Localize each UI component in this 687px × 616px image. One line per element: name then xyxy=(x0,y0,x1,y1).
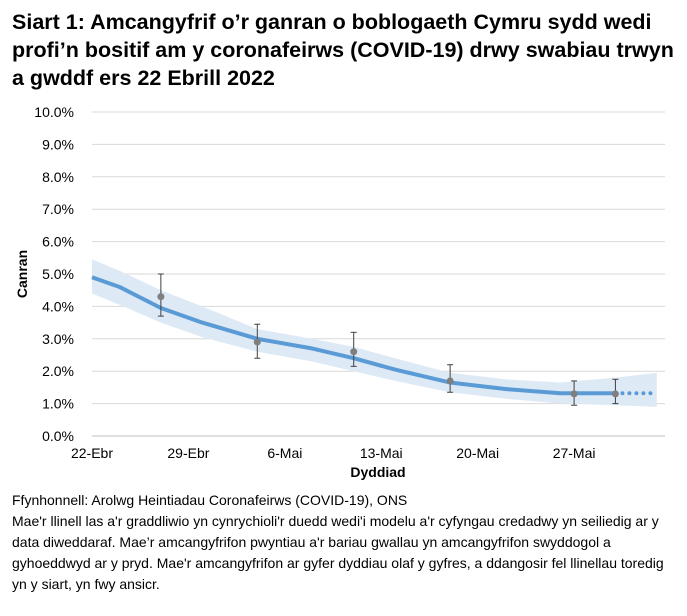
data-point xyxy=(350,348,358,356)
y-tick-label: 5.0% xyxy=(42,266,74,282)
modelled-trend-line xyxy=(91,275,616,396)
x-tick-label: 29-Ebr xyxy=(167,445,209,461)
x-tick-label: 22-Ebr xyxy=(71,445,113,461)
chart-notes: Ffynhonnell: Arolwg Heintiadau Coronafei… xyxy=(12,490,682,595)
chart-title: Siart 1: Amcangyfrif o’r ganran o boblog… xyxy=(12,10,674,90)
y-tick-label: 2.0% xyxy=(42,363,74,379)
y-tick-label: 8.0% xyxy=(42,169,74,185)
y-tick-label: 7.0% xyxy=(42,201,74,217)
source-note: Ffynhonnell: Arolwg Heintiadau Coronafei… xyxy=(12,492,408,508)
y-tick-label: 6.0% xyxy=(42,234,74,250)
y-tick-label: 1.0% xyxy=(42,396,74,412)
y-tick-label: 0.0% xyxy=(42,428,74,444)
y-tick-label: 4.0% xyxy=(42,298,74,314)
x-axis-label: Dyddiad xyxy=(350,464,405,480)
x-tick-label: 27-Mai xyxy=(553,445,596,461)
data-point xyxy=(611,390,619,398)
data-point xyxy=(253,338,261,346)
data-point xyxy=(446,377,454,385)
data-point xyxy=(157,293,165,301)
explanatory-note: Mae'r llinell las a'r graddliwio yn cynr… xyxy=(12,513,664,592)
chart: 0.0% 1.0% 2.0% 3.0% 4.0% 5.0% 6.0% 7.0% 8.0% 9.0%… xyxy=(14,104,665,480)
data-point xyxy=(570,390,578,398)
x-tick-label: 20-Mai xyxy=(456,445,499,461)
x-tick-label: 13-Mai xyxy=(360,445,403,461)
y-tick-label: 3.0% xyxy=(42,331,74,347)
y-tick-label: 10.0% xyxy=(34,104,74,120)
x-tick-label: 6-Mai xyxy=(267,445,302,461)
y-axis-label: Canran xyxy=(14,250,30,298)
credible-interval-band xyxy=(92,259,657,407)
y-tick-label: 9.0% xyxy=(42,136,74,152)
